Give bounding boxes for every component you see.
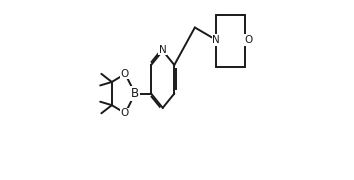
Text: N: N <box>159 45 167 55</box>
Text: O: O <box>120 108 129 118</box>
Text: O: O <box>120 69 129 79</box>
Text: O: O <box>244 35 252 45</box>
Text: B: B <box>131 87 139 100</box>
Text: N: N <box>212 35 220 45</box>
